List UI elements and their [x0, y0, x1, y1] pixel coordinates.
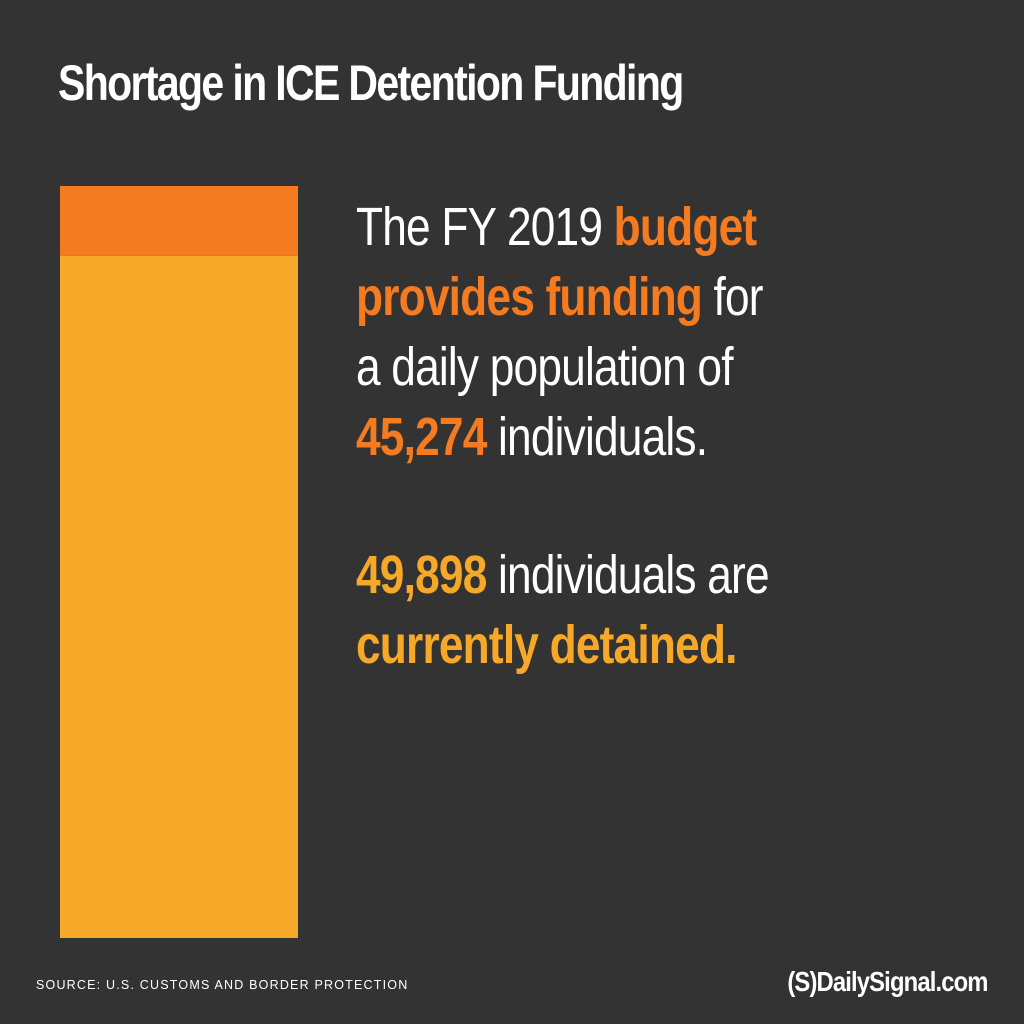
highlight-provides-funding: provides funding [356, 267, 703, 327]
budget-line-2: provides funding for [356, 267, 764, 327]
highlight-currently-detained: currently detained. [356, 615, 737, 675]
dailysignal-logo: (S)DailySignal.com [787, 966, 989, 998]
chart-title: Shortage in ICE Detention Funding [58, 55, 684, 111]
logo-mark: (S) [787, 966, 818, 997]
detained-paragraph: 49,898 individuals are currently detaine… [356, 540, 881, 680]
budget-line-3: a daily population of [356, 337, 733, 397]
highlight-budget: budget [613, 197, 757, 257]
description-text: The FY 2019 budget provides funding for … [356, 192, 881, 680]
bar-segment-funded [60, 255, 298, 938]
budget-paragraph: The FY 2019 budget provides funding for … [356, 192, 881, 472]
budget-line-1: The FY 2019 budget [356, 197, 757, 257]
detained-line-1: 49,898 individuals are [356, 545, 770, 605]
funded-number: 45,274 [356, 407, 487, 467]
stacked-bar-chart [60, 186, 298, 938]
budget-line-4: 45,274 individuals. [356, 407, 708, 467]
source-note: SOURCE: U.S. CUSTOMS AND BORDER PROTECTI… [36, 978, 409, 992]
bar-segment-shortage [60, 186, 298, 256]
detained-number: 49,898 [356, 545, 487, 605]
logo-text: DailySignal.com [816, 966, 989, 997]
